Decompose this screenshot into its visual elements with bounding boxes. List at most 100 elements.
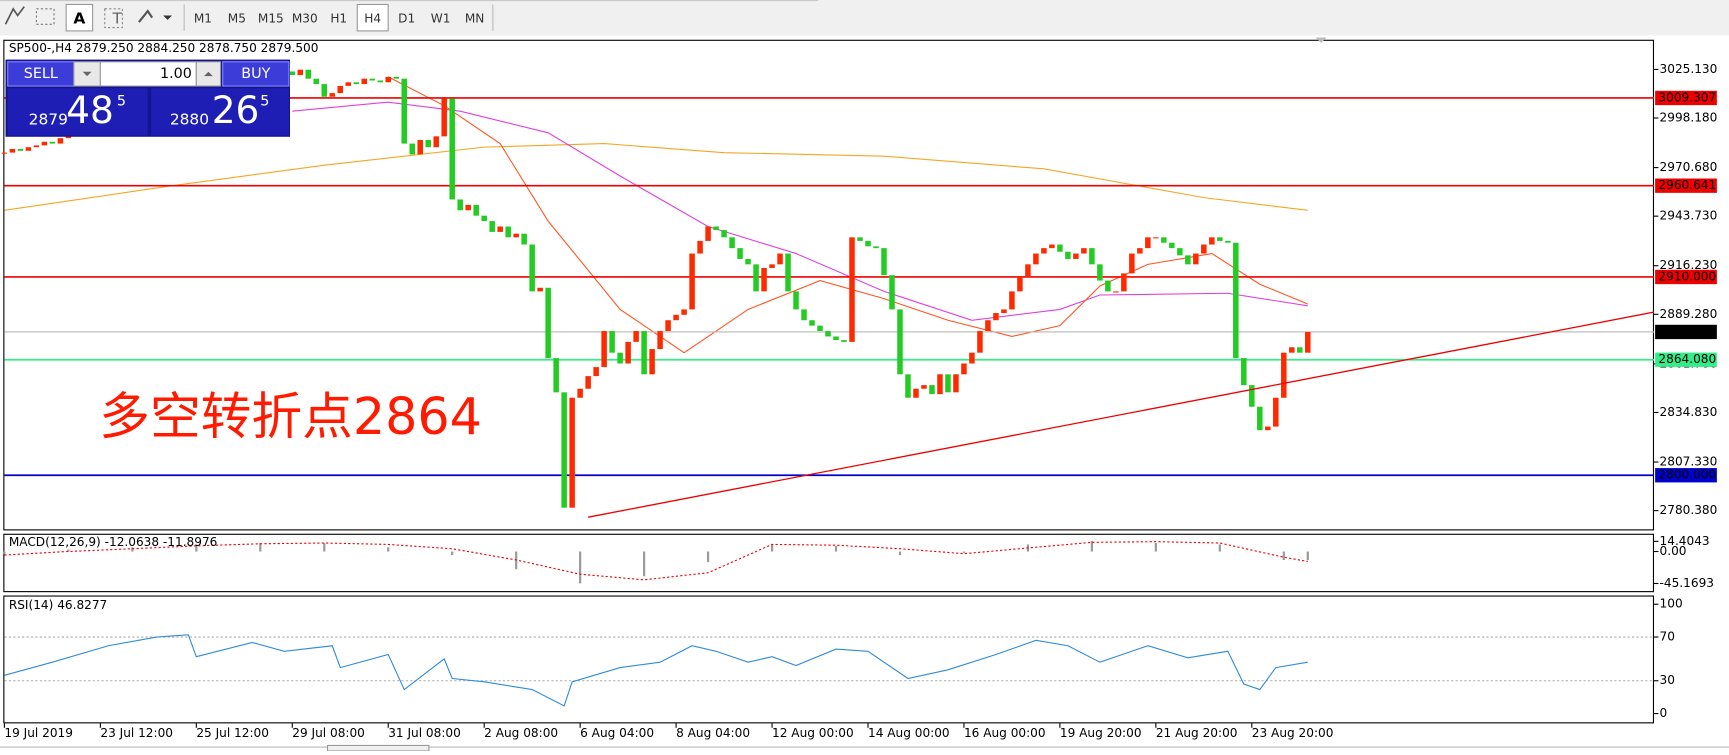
candle (681, 309, 687, 315)
macd-bar (259, 543, 262, 552)
toolbar-icon[interactable] (4, 6, 25, 25)
candle (393, 76, 399, 79)
candle (449, 98, 455, 200)
candle (297, 69, 304, 76)
candle (321, 84, 328, 97)
candle (545, 287, 551, 359)
candle (849, 237, 855, 342)
timeframe[interactable]: M5 (228, 11, 246, 25)
timeframe[interactable]: H4 (364, 11, 381, 25)
candle (1249, 385, 1255, 407)
candle (9, 148, 16, 153)
buy-price-box[interactable] (151, 88, 289, 136)
timeframe[interactable]: D1 (398, 11, 415, 25)
candle (401, 78, 407, 144)
candle (425, 139, 431, 148)
timeframe[interactable]: M1 (194, 11, 212, 25)
buy-price-point: 5 (260, 93, 269, 109)
lot-up[interactable] (195, 61, 222, 87)
candle (817, 325, 823, 332)
level-label: 3009.307 (1658, 90, 1716, 104)
candle (385, 76, 391, 83)
candle (857, 237, 863, 241)
text-button[interactable]: A (73, 9, 85, 27)
toolbar-icon[interactable]: T (104, 8, 123, 29)
candle (961, 363, 967, 375)
candle (697, 240, 703, 254)
sell-price-point: 5 (117, 93, 126, 109)
svg-text:T: T (111, 9, 122, 27)
candle (665, 320, 671, 332)
y-tick-label: 0 (1660, 706, 1668, 720)
x-tick-label: 25 Jul 12:00 (196, 726, 269, 740)
candle (969, 352, 975, 364)
sell-label[interactable]: SELL (24, 66, 58, 82)
candle (513, 233, 519, 238)
candle (441, 98, 447, 137)
sell-price-box[interactable] (7, 88, 148, 136)
level-label-bg (1655, 178, 1717, 193)
macd-bar (387, 547, 390, 552)
toolbar-icon[interactable] (35, 8, 55, 25)
timeframe[interactable]: M15 (258, 11, 284, 25)
macd-bar (451, 551, 454, 556)
level-label-bg (1655, 352, 1717, 367)
candle (593, 367, 599, 377)
candle (337, 85, 344, 94)
x-tick-label: 23 Jul 12:00 (100, 726, 173, 740)
timeframe[interactable]: H1 (330, 11, 347, 25)
y-tick-label: 3025.130 (1660, 62, 1718, 76)
candle (1193, 253, 1199, 265)
buy-label[interactable]: BUY (241, 66, 270, 82)
text-button-frame[interactable] (65, 3, 94, 32)
candle (609, 331, 615, 353)
sell-price-big: 2879 (29, 111, 68, 129)
candle (585, 376, 591, 389)
candle (689, 253, 695, 310)
candle (433, 136, 439, 148)
x-tick-label: 21 Aug 20:00 (1156, 726, 1238, 740)
macd-bar (67, 549, 70, 552)
timeframe[interactable]: M30 (292, 11, 318, 25)
trendline (588, 311, 1655, 518)
lot-value[interactable]: 1.00 (160, 66, 192, 82)
candle (705, 226, 711, 241)
candle (737, 248, 743, 259)
candle (497, 226, 503, 232)
timeframe-active[interactable] (356, 3, 389, 32)
buy-price-pips: 26 (212, 88, 260, 132)
macd-bar (770, 544, 774, 552)
y-tick-label: 2889.280 (1660, 307, 1718, 321)
candle (977, 331, 983, 353)
candle (457, 199, 463, 211)
candle (1281, 352, 1287, 398)
macd-bar (1218, 544, 1221, 552)
toolbar-icon[interactable] (138, 9, 173, 23)
candle (1009, 291, 1015, 310)
candle (65, 136, 72, 139)
candle (1145, 237, 1151, 249)
candle (1177, 248, 1183, 256)
timeframe[interactable]: MN (465, 11, 485, 25)
moving-average (388, 76, 1308, 354)
candle (1305, 331, 1311, 353)
candle (1201, 244, 1207, 254)
candle (601, 331, 607, 368)
candle (1169, 242, 1175, 249)
candle (841, 340, 847, 342)
candle (993, 313, 999, 321)
x-tick-label: 31 Jul 08:00 (388, 726, 461, 740)
candle (1257, 406, 1263, 431)
candle (1049, 244, 1055, 249)
timeframe[interactable]: W1 (431, 11, 451, 25)
macd-signal (4, 541, 1308, 581)
level-label: 2910.000 (1658, 269, 1716, 283)
candle (1209, 237, 1215, 245)
candle (489, 221, 495, 232)
lot-field[interactable] (99, 61, 197, 87)
buy-button[interactable] (222, 61, 290, 87)
sell-price-pips: 48 (66, 88, 114, 132)
candle (761, 267, 767, 292)
tab[interactable] (326, 744, 430, 752)
candle (785, 253, 791, 292)
